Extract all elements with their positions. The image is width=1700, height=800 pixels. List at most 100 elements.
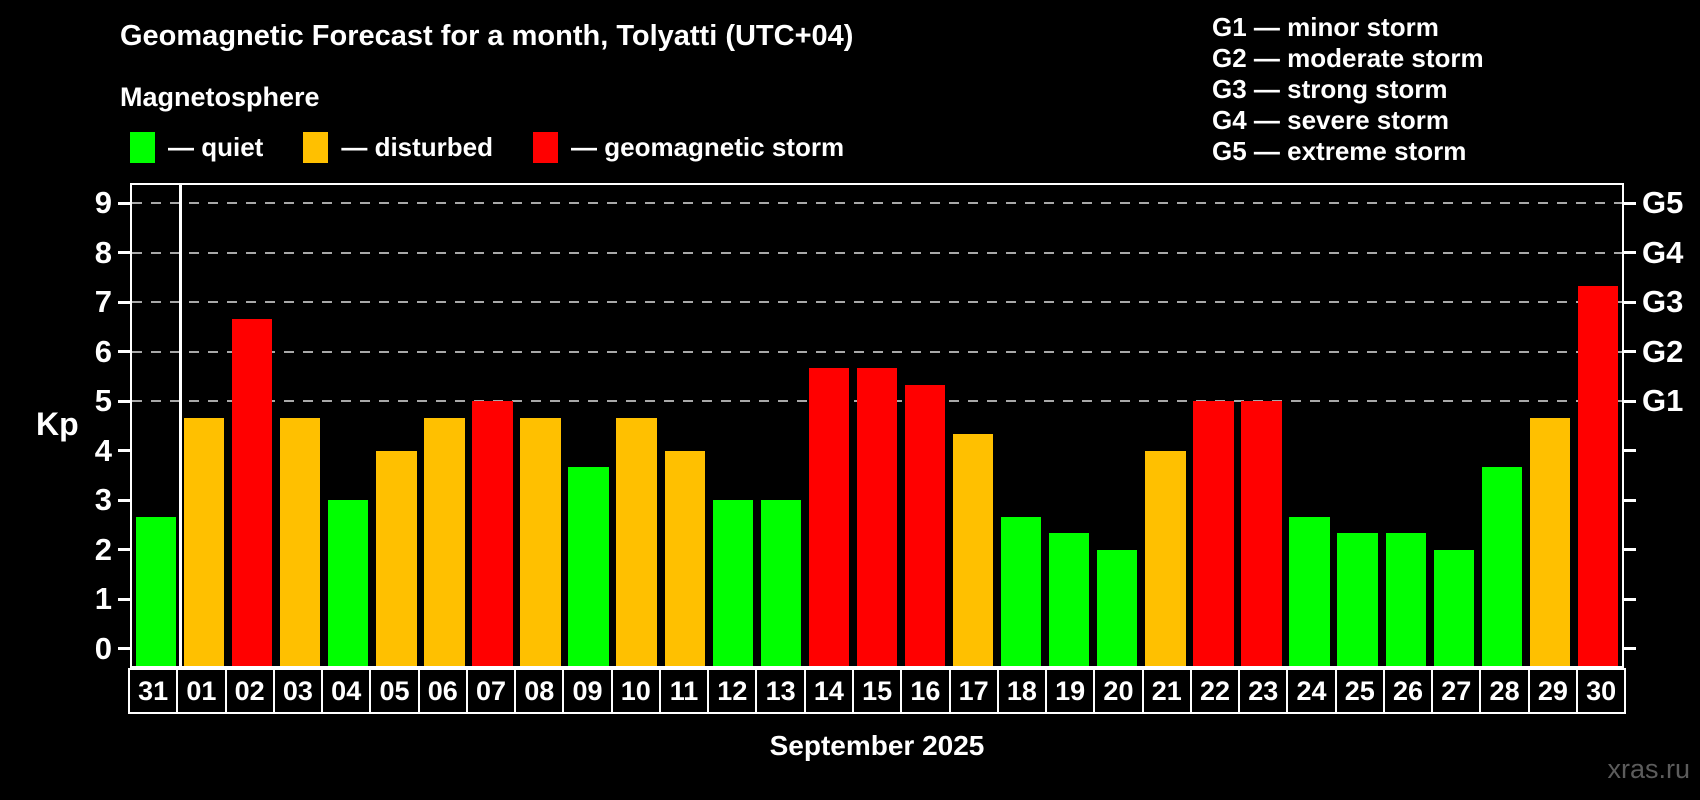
- y-tick-label-5: 5: [94, 383, 112, 419]
- left-tick-9: [118, 201, 130, 205]
- g-level-label-g4: G4: [1642, 234, 1684, 270]
- date-cell-05: 05: [371, 670, 420, 712]
- kp-bar-27: [1433, 549, 1474, 666]
- kp-bar-06: [424, 417, 465, 666]
- y-tick-label-8: 8: [94, 234, 112, 270]
- kp-bar-22: [1193, 401, 1234, 666]
- date-cell-19: 19: [1047, 670, 1096, 712]
- storm-scale-item-g2: G2 — moderate storm: [1212, 43, 1484, 73]
- date-cell-06: 06: [420, 670, 468, 712]
- kp-bar-26: [1385, 533, 1426, 666]
- date-cell-03: 03: [275, 670, 324, 712]
- right-tick-6: [1624, 350, 1636, 354]
- date-cell-24: 24: [1288, 670, 1337, 712]
- gridline-kp6: [132, 350, 1622, 353]
- y-tick-label-0: 0: [94, 630, 112, 666]
- date-cell-29: 29: [1530, 670, 1578, 712]
- date-axis: 31 01 02 03 04 05 06 07 08 09 10 11 12 13 14 15 16 17 18 19…: [128, 668, 1626, 714]
- date-cell-20: 20: [1095, 670, 1144, 712]
- kp-bar-16: [904, 384, 946, 666]
- left-tick-3: [118, 498, 130, 502]
- kp-bar-15: [856, 368, 898, 666]
- legend-label-quiet: — quiet: [168, 132, 264, 162]
- legend-label-disturbed: — disturbed: [341, 132, 494, 162]
- right-tick-8: [1624, 251, 1636, 255]
- kp-bar-20: [1097, 549, 1138, 666]
- date-cell-21: 21: [1144, 670, 1192, 712]
- kp-legend: — quiet — disturbed — geomagnetic storm: [130, 132, 844, 163]
- disturbed-swatch-icon: [303, 132, 329, 163]
- y-tick-label-1: 1: [94, 581, 112, 617]
- left-tick-7: [118, 300, 130, 304]
- right-tick-7: [1624, 300, 1636, 304]
- y-tick-label-9: 9: [94, 185, 112, 221]
- date-cell-30: 30: [1586, 676, 1617, 706]
- date-cell-14: 14: [806, 670, 854, 712]
- left-tick-0: [118, 647, 130, 651]
- date-cell-02: 02: [227, 670, 275, 712]
- storm-scale-item-g5: G5 — extreme storm: [1212, 136, 1467, 166]
- kp-bar-29: [1529, 417, 1571, 666]
- right-tick-5: [1624, 399, 1636, 403]
- watermark: xras.ru: [1607, 754, 1690, 784]
- gridline-kp8: [132, 251, 1622, 254]
- left-tick-1: [118, 597, 130, 601]
- date-cell-16: 16: [902, 670, 951, 712]
- kp-bar-17: [952, 434, 994, 666]
- date-cell-09: 09: [564, 670, 613, 712]
- gridline-kp7: [132, 301, 1622, 304]
- month-label: September 2025: [769, 730, 985, 761]
- kp-bar-02: [231, 318, 273, 666]
- date-cell-07: 07: [468, 670, 517, 712]
- date-cell-22: 22: [1192, 670, 1241, 712]
- month-separator-line: [178, 185, 182, 666]
- storm-swatch-icon: [533, 132, 559, 163]
- quiet-swatch-icon: [130, 132, 155, 163]
- kp-bar-13: [760, 500, 802, 666]
- kp-bar-12: [712, 500, 753, 666]
- right-tick-4: [1624, 449, 1636, 453]
- right-tick-3: [1624, 498, 1636, 502]
- kp-bar-07: [472, 401, 513, 666]
- kp-bar-19: [1049, 533, 1090, 666]
- kp-bar-21: [1145, 450, 1186, 666]
- y-tick-label-3: 3: [94, 482, 112, 518]
- y-axis-title: Kp: [36, 406, 79, 442]
- kp-bar-01: [183, 417, 225, 666]
- legend-item-quiet: — quiet: [130, 132, 263, 163]
- kp-bar-14: [808, 368, 850, 666]
- storm-scale-legend: G1 — minor storm G2 — moderate storm G3 — …: [1212, 12, 1484, 167]
- magnetosphere-label: Magnetosphere: [120, 82, 320, 112]
- storm-scale-item-g3: G3 — strong storm: [1212, 74, 1448, 104]
- date-cell-01: 01: [178, 670, 227, 712]
- kp-bar-28: [1481, 467, 1522, 666]
- kp-bar-30: [1577, 285, 1619, 666]
- y-tick-label-2: 2: [94, 531, 112, 567]
- y-tick-label-4: 4: [94, 432, 112, 468]
- kp-bar-05: [376, 450, 417, 666]
- date-cell-12: 12: [709, 670, 758, 712]
- plot-area: [130, 183, 1624, 668]
- y-axis-tick-labels: 0 1 2 3 4 5 6 7 8 9: [0, 185, 112, 666]
- kp-bar-23: [1241, 401, 1282, 666]
- g-level-label-g3: G3: [1642, 284, 1684, 320]
- left-tick-2: [118, 548, 130, 552]
- kp-bar-09: [568, 467, 609, 666]
- gridline-kp9: [132, 202, 1622, 205]
- right-tick-2: [1624, 548, 1636, 552]
- date-cell-27: 27: [1433, 670, 1482, 712]
- date-cell-25: 25: [1337, 670, 1385, 712]
- left-tick-8: [118, 251, 130, 255]
- g-level-label-g1: G1: [1642, 383, 1684, 419]
- date-cell-04: 04: [323, 670, 372, 712]
- left-tick-6: [118, 350, 130, 354]
- date-cell-17: 17: [951, 670, 999, 712]
- left-tick-4: [118, 449, 130, 453]
- chart-title: Geomagnetic Forecast for a month, Tolyat…: [120, 20, 854, 52]
- date-cell-08: 08: [516, 670, 565, 712]
- y-tick-label-7: 7: [94, 284, 112, 320]
- kp-bar-10: [616, 417, 657, 666]
- kp-bar-18: [1001, 516, 1042, 666]
- kp-bar-24: [1289, 516, 1330, 666]
